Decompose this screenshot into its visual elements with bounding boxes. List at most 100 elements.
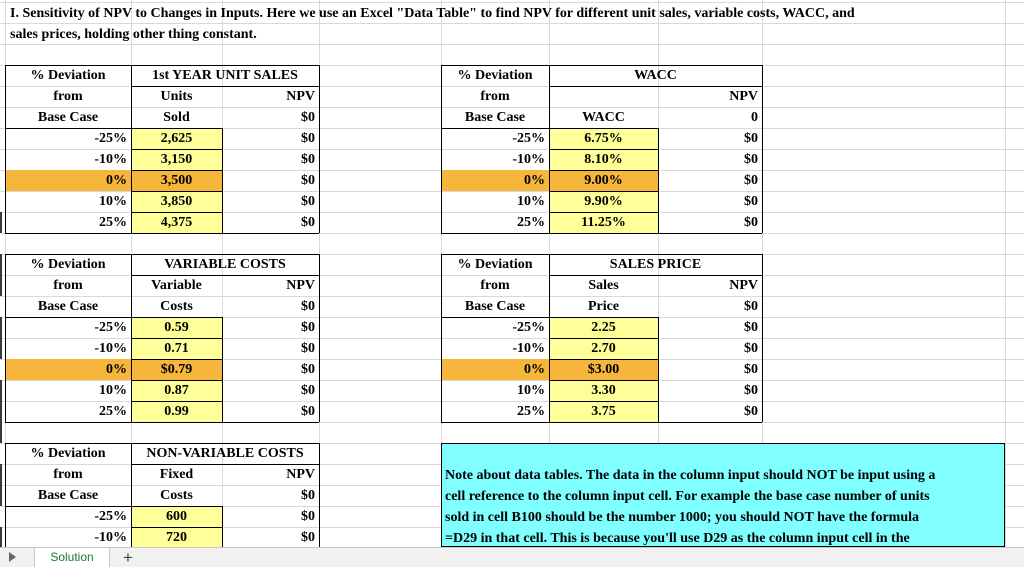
table-title[interactable]: 1st YEAR UNIT SALES (152, 68, 298, 83)
npv-cell[interactable]: $0 (301, 383, 315, 398)
input-value-cell[interactable]: 2,625 (160, 131, 193, 146)
column-header[interactable]: Units (160, 89, 193, 104)
input-value-cell[interactable]: 3,150 (160, 152, 193, 167)
deviation-header[interactable]: from (480, 89, 510, 104)
deviation-header[interactable]: Base Case (464, 299, 526, 314)
deviation-cell[interactable]: 10% (517, 383, 545, 398)
table-title[interactable]: VARIABLE COSTS (164, 257, 286, 272)
npv-base-cell[interactable]: $0 (301, 488, 315, 503)
npv-cell[interactable]: $0 (744, 194, 758, 209)
add-sheet-icon[interactable]: + (123, 548, 133, 567)
column-header[interactable]: Costs (160, 299, 193, 314)
npv-cell[interactable]: $0 (301, 509, 315, 524)
npv-cell[interactable]: $0 (744, 383, 758, 398)
deviation-header[interactable]: from (53, 278, 83, 293)
npv-base-cell[interactable]: 0 (751, 110, 758, 125)
npv-header[interactable]: NPV (729, 278, 758, 293)
input-value-cell[interactable]: 720 (166, 530, 187, 545)
input-value-cell[interactable]: 0.87 (164, 383, 189, 398)
input-value-cell[interactable]: 2.70 (591, 341, 616, 356)
input-value-cell[interactable]: 11.25% (581, 215, 626, 230)
npv-cell[interactable]: $0 (301, 341, 315, 356)
npv-cell[interactable]: $0 (744, 215, 758, 230)
deviation-header[interactable]: % Deviation (30, 257, 106, 272)
deviation-cell[interactable]: 10% (99, 194, 127, 209)
input-value-cell[interactable]: 6.75% (584, 131, 623, 146)
deviation-cell[interactable]: -10% (512, 152, 545, 167)
table-title[interactable]: NON-VARIABLE COSTS (146, 446, 304, 461)
npv-cell[interactable]: $0 (301, 131, 315, 146)
npv-base-cell[interactable]: $0 (301, 110, 315, 125)
npv-cell[interactable]: $0 (301, 320, 315, 335)
npv-cell[interactable]: $0 (744, 341, 758, 356)
column-header[interactable]: Variable (151, 278, 202, 293)
deviation-cell[interactable]: 25% (517, 404, 545, 419)
input-value-cell[interactable]: 3.30 (591, 383, 616, 398)
input-value-cell[interactable]: $3.00 (587, 362, 620, 377)
npv-header[interactable]: NPV (729, 89, 758, 104)
npv-cell[interactable]: $0 (301, 404, 315, 419)
npv-cell[interactable]: $0 (744, 173, 758, 188)
input-value-cell[interactable]: 3.75 (591, 404, 616, 419)
input-value-cell[interactable]: 9.90% (584, 194, 623, 209)
deviation-cell[interactable]: 10% (99, 383, 127, 398)
npv-cell[interactable]: $0 (744, 404, 758, 419)
deviation-cell[interactable]: 0% (524, 173, 545, 188)
deviation-cell[interactable]: 25% (517, 215, 545, 230)
npv-header[interactable]: NPV (286, 278, 315, 293)
input-value-cell[interactable]: $0.79 (160, 362, 193, 377)
deviation-cell[interactable]: -25% (94, 509, 127, 524)
npv-base-cell[interactable]: $0 (744, 299, 758, 314)
deviation-header[interactable]: Base Case (37, 299, 99, 314)
npv-cell[interactable]: $0 (744, 320, 758, 335)
input-value-cell[interactable]: 3,500 (160, 173, 193, 188)
deviation-cell[interactable]: 0% (524, 362, 545, 377)
deviation-cell[interactable]: -25% (512, 320, 545, 335)
deviation-cell[interactable]: 25% (99, 215, 127, 230)
column-header[interactable]: Fixed (159, 467, 194, 482)
deviation-header[interactable]: Base Case (37, 110, 99, 125)
npv-cell[interactable]: $0 (301, 194, 315, 209)
table-title[interactable]: WACC (634, 68, 677, 83)
deviation-header[interactable]: % Deviation (30, 446, 106, 461)
input-value-cell[interactable]: 9.00% (584, 173, 623, 188)
column-header[interactable]: Costs (160, 488, 193, 503)
deviation-header[interactable]: % Deviation (457, 257, 533, 272)
input-value-cell[interactable]: 2.25 (591, 320, 616, 335)
npv-cell[interactable]: $0 (301, 215, 315, 230)
note-box[interactable]: Note about data tables. The data in the … (441, 443, 1005, 547)
npv-header[interactable]: NPV (286, 89, 315, 104)
deviation-cell[interactable]: -10% (94, 530, 127, 545)
deviation-cell[interactable]: 25% (99, 404, 127, 419)
column-header[interactable] (549, 86, 658, 107)
deviation-cell[interactable]: 0% (106, 173, 127, 188)
deviation-header[interactable]: from (53, 89, 83, 104)
input-value-cell[interactable]: 3,850 (160, 194, 193, 209)
deviation-cell[interactable]: -25% (94, 131, 127, 146)
scroll-right-icon[interactable] (9, 552, 16, 562)
deviation-cell[interactable]: -10% (94, 341, 127, 356)
column-header[interactable]: Sales (588, 278, 619, 293)
table-title[interactable]: SALES PRICE (609, 257, 702, 272)
npv-cell[interactable]: $0 (301, 173, 315, 188)
input-value-cell[interactable]: 0.59 (164, 320, 189, 335)
deviation-header[interactable]: Base Case (464, 110, 526, 125)
npv-cell[interactable]: $0 (301, 362, 315, 377)
npv-header[interactable]: NPV (286, 467, 315, 482)
sheet-tab-solution[interactable]: Solution (34, 548, 110, 567)
input-value-cell[interactable]: 0.71 (164, 341, 189, 356)
deviation-header[interactable]: Base Case (37, 488, 99, 503)
npv-cell[interactable]: $0 (744, 152, 758, 167)
deviation-header[interactable]: from (480, 278, 510, 293)
input-value-cell[interactable]: 0.99 (164, 404, 189, 419)
deviation-cell[interactable]: -10% (94, 152, 127, 167)
deviation-cell[interactable]: 10% (517, 194, 545, 209)
npv-cell[interactable]: $0 (744, 362, 758, 377)
column-header[interactable]: WACC (582, 110, 625, 125)
input-value-cell[interactable]: 600 (166, 509, 187, 524)
deviation-cell[interactable]: -10% (512, 341, 545, 356)
column-header[interactable]: Price (587, 299, 620, 314)
deviation-header[interactable]: % Deviation (30, 68, 106, 83)
column-header[interactable]: Sold (163, 110, 190, 125)
npv-cell[interactable]: $0 (301, 530, 315, 545)
